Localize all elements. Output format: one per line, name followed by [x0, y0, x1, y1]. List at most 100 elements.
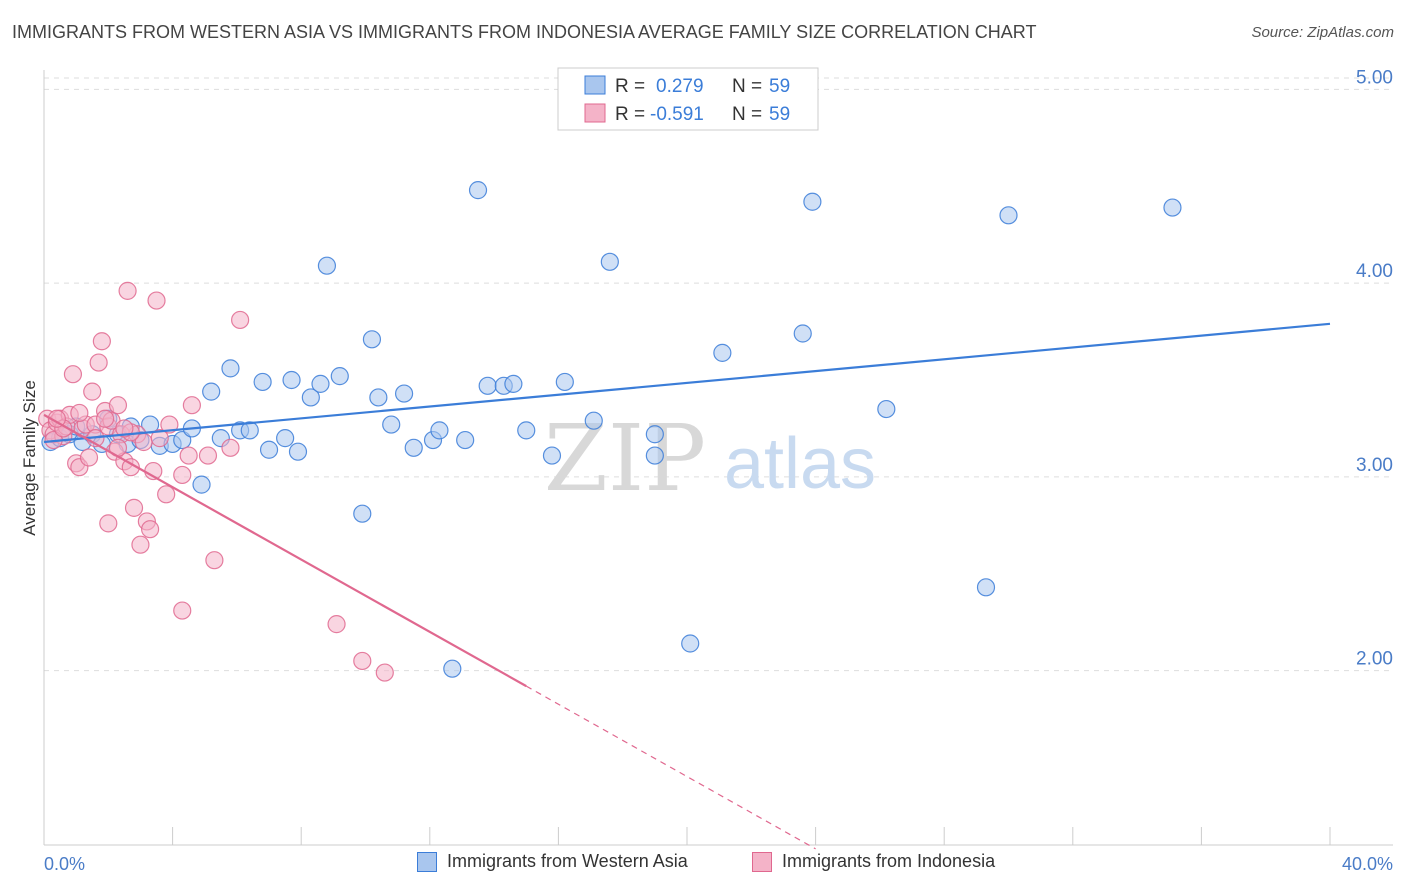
point-0-23	[253, 372, 272, 392]
stats-r-label-pink: R =	[615, 104, 645, 125]
trend-line-extension-1	[525, 685, 816, 850]
point-0-35	[382, 415, 401, 434]
legend-swatch-blue	[417, 851, 437, 872]
point-0-42	[468, 181, 488, 200]
point-1-16	[89, 353, 108, 372]
point-0-36	[394, 384, 414, 403]
y-tick-label-1: 3.00	[1356, 455, 1393, 476]
point-0-32	[353, 504, 372, 523]
point-1-42	[198, 446, 218, 465]
watermark: ZIP atlas	[544, 405, 876, 512]
y-tick-label-2: 4.00	[1356, 261, 1393, 282]
point-1-13	[79, 448, 99, 467]
point-1-34	[147, 291, 166, 310]
point-1-8	[63, 365, 83, 384]
point-0-27	[288, 442, 308, 461]
point-0-39	[430, 421, 449, 440]
point-1-32	[140, 520, 160, 539]
point-0-49	[584, 411, 603, 430]
point-0-50	[600, 252, 619, 271]
stats-r-label-blue: R =	[615, 76, 645, 97]
watermark-zip: ZIP	[544, 405, 706, 512]
point-0-31	[330, 367, 349, 386]
point-0-34	[369, 388, 388, 407]
point-0-30	[317, 256, 337, 275]
point-0-59	[999, 206, 1018, 225]
point-0-47	[542, 446, 562, 465]
source-credit: Source: ZipAtlas.com	[1251, 24, 1394, 41]
point-1-22	[108, 396, 128, 415]
point-0-22	[240, 421, 259, 440]
legend-swatch-pink	[752, 851, 772, 872]
stats-n-label-blue: N =	[732, 76, 762, 97]
point-1-25	[118, 281, 137, 300]
point-1-48	[375, 663, 394, 682]
legend-item-western-asia: Immigrants from Western Asia	[417, 851, 688, 872]
point-0-29	[311, 374, 330, 393]
point-1-45	[231, 310, 250, 330]
point-1-57	[95, 409, 115, 428]
point-0-51	[645, 446, 664, 465]
watermark-atlas: atlas	[724, 424, 876, 504]
point-1-27	[124, 498, 144, 517]
grid-lines	[44, 77, 1393, 672]
stats-r-value-pink: -0.591	[650, 104, 704, 125]
y-axis-label: Average Family Size	[20, 380, 39, 536]
point-0-54	[713, 343, 732, 362]
point-0-60	[1163, 198, 1182, 217]
point-0-53	[681, 634, 700, 653]
point-1-51	[70, 403, 89, 423]
point-1-40	[179, 446, 198, 465]
point-0-18	[202, 382, 221, 401]
point-0-26	[282, 370, 301, 390]
point-1-41	[182, 396, 201, 415]
point-1-44	[221, 438, 240, 457]
point-1-38	[173, 601, 192, 620]
y-tick-labels: 2.00 3.00 4.00 5.00	[1356, 67, 1393, 669]
y-tick-label-3: 5.00	[1356, 67, 1393, 88]
point-1-53	[99, 514, 118, 533]
axes	[43, 70, 1393, 846]
point-1-36	[157, 485, 176, 504]
point-0-56	[803, 192, 822, 211]
legend-item-indonesia: Immigrants from Indonesia	[752, 851, 995, 872]
point-1-37	[160, 415, 179, 434]
point-0-58	[976, 578, 996, 597]
point-0-46	[517, 421, 536, 440]
trend-line-0	[43, 322, 1331, 444]
point-0-55	[793, 324, 812, 343]
point-0-52	[645, 425, 664, 444]
point-1-14	[83, 382, 102, 401]
point-0-25	[276, 429, 295, 448]
point-1-35	[150, 429, 169, 448]
stats-r-value-blue: 0.279	[656, 76, 704, 97]
point-0-15	[173, 430, 192, 450]
point-0-43	[478, 376, 497, 395]
stats-box: R = 0.279 N = 59 R = -0.591 N = 59	[557, 67, 819, 131]
point-0-45	[504, 374, 523, 393]
y-tick-label-0: 2.00	[1356, 649, 1393, 670]
x-tick-label-max: 40.0%	[1342, 854, 1393, 874]
point-1-17	[92, 332, 111, 351]
stats-swatch-blue	[584, 75, 606, 95]
trend-lines	[43, 322, 1331, 850]
stats-n-label-pink: N =	[732, 104, 762, 125]
point-0-48	[555, 372, 574, 392]
point-1-58	[115, 419, 134, 438]
stats-n-value-pink: 59	[769, 104, 790, 125]
point-1-26	[121, 458, 140, 477]
stats-swatch-pink	[584, 103, 606, 123]
data-points	[38, 181, 1182, 682]
point-1-29	[131, 535, 150, 554]
point-1-56	[47, 409, 66, 428]
series-1-points	[38, 281, 394, 682]
point-0-24	[259, 440, 279, 459]
point-0-17	[192, 475, 211, 494]
point-1-46	[327, 615, 346, 634]
point-0-41	[456, 430, 475, 450]
point-1-39	[173, 465, 192, 485]
point-0-40	[443, 659, 462, 678]
point-1-47	[353, 651, 372, 671]
chart-title: IMMIGRANTS FROM WESTERN ASIA VS IMMIGRAN…	[12, 22, 1037, 42]
